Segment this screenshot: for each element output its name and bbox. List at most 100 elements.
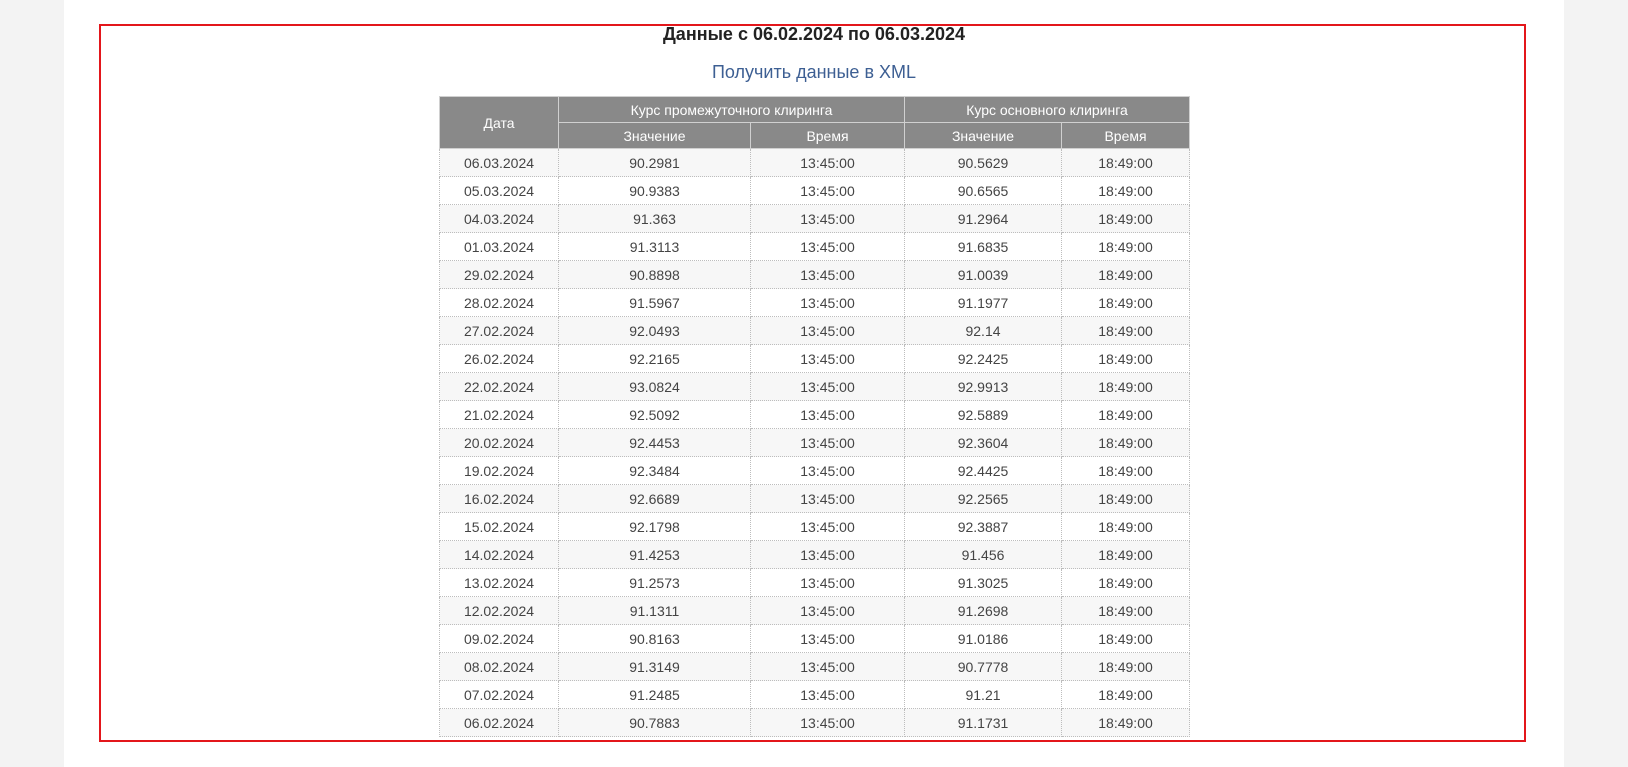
cell-main-value: 91.6835: [904, 232, 1063, 261]
cell-main-time: 18:49:00: [1061, 316, 1191, 345]
cell-main-value: 91.1731: [904, 708, 1063, 737]
cell-date: 08.02.2024: [439, 652, 559, 681]
cell-main-time: 18:49:00: [1061, 428, 1191, 457]
cell-main-value: 91.3025: [904, 568, 1063, 597]
cell-intermediate-time: 13:45:00: [749, 288, 906, 317]
page-title: Данные с 06.02.2024 по 06.03.2024: [662, 24, 966, 44]
cell-intermediate-time: 13:45:00: [749, 204, 906, 233]
cell-intermediate-value: 91.5967: [558, 288, 751, 317]
cell-intermediate-value: 92.2165: [558, 344, 751, 373]
cell-main-value: 91.456: [904, 540, 1063, 569]
cell-date: 21.02.2024: [439, 400, 559, 429]
cell-main-value: 91.0186: [904, 624, 1063, 653]
cell-date: 05.03.2024: [439, 176, 559, 205]
cell-date: 12.02.2024: [439, 596, 559, 625]
cell-main-value: 92.4425: [904, 456, 1063, 485]
cell-intermediate-value: 91.363: [558, 204, 751, 233]
cell-main-value: 92.14: [904, 316, 1063, 345]
cell-date: 29.02.2024: [439, 260, 559, 289]
cell-date: 28.02.2024: [439, 288, 559, 317]
cell-main-time: 18:49:00: [1061, 540, 1191, 569]
cell-intermediate-value: 92.6689: [558, 484, 751, 513]
cell-intermediate-value: 92.0493: [558, 316, 751, 345]
cell-main-value: 91.1977: [904, 288, 1063, 317]
cell-intermediate-time: 13:45:00: [749, 652, 906, 681]
cell-main-value: 90.7778: [904, 652, 1063, 681]
cell-date: 06.03.2024: [439, 148, 559, 177]
table-row: 07.02.2024 91.2485 13:45:00 91.21 18:49:00: [439, 680, 1191, 709]
cell-date: 09.02.2024: [439, 624, 559, 653]
cell-intermediate-value: 93.0824: [558, 372, 751, 401]
table-row: 06.03.2024 90.2981 13:45:00 90.5629 18:49:00: [439, 148, 1191, 177]
cell-intermediate-time: 13:45:00: [749, 456, 906, 485]
cell-main-time: 18:49:00: [1061, 232, 1191, 261]
cell-intermediate-value: 92.5092: [558, 400, 751, 429]
cell-main-value: 91.2964: [904, 204, 1063, 233]
cell-intermediate-time: 13:45:00: [749, 372, 906, 401]
table-row: 15.02.2024 92.1798 13:45:00 92.3887 18:49:00: [439, 512, 1191, 541]
table-row: 19.02.2024 92.3484 13:45:00 92.4425 18:49:00: [439, 456, 1191, 485]
cell-date: 19.02.2024: [439, 456, 559, 485]
cell-main-time: 18:49:00: [1061, 456, 1191, 485]
cell-main-value: 90.5629: [904, 148, 1063, 177]
cell-intermediate-value: 92.1798: [558, 512, 751, 541]
table-header: Дата Курс промежуточного клиринга Курс о…: [439, 96, 1191, 149]
table-row: 14.02.2024 91.4253 13:45:00 91.456 18:49:00: [439, 540, 1191, 569]
table-row: 06.02.2024 90.7883 13:45:00 91.1731 18:49:00: [439, 708, 1191, 737]
cell-date: 01.03.2024: [439, 232, 559, 261]
header-intermediate-value: Значение: [558, 122, 751, 149]
table-row: 21.02.2024 92.5092 13:45:00 92.5889 18:49:00: [439, 400, 1191, 429]
cell-main-time: 18:49:00: [1061, 148, 1191, 177]
cell-intermediate-value: 91.2573: [558, 568, 751, 597]
clearing-rates-table: Дата Курс промежуточного клиринга Курс о…: [439, 96, 1191, 737]
cell-main-time: 18:49:00: [1061, 624, 1191, 653]
cell-date: 04.03.2024: [439, 204, 559, 233]
cell-intermediate-time: 13:45:00: [749, 316, 906, 345]
cell-main-value: 91.0039: [904, 260, 1063, 289]
cell-main-value: 92.5889: [904, 400, 1063, 429]
cell-main-time: 18:49:00: [1061, 568, 1191, 597]
cell-main-time: 18:49:00: [1061, 484, 1191, 513]
cell-main-time: 18:49:00: [1061, 204, 1191, 233]
table-row: 05.03.2024 90.9383 13:45:00 90.6565 18:49:00: [439, 176, 1191, 205]
cell-main-value: 90.6565: [904, 176, 1063, 205]
cell-intermediate-value: 90.8898: [558, 260, 751, 289]
header-main-time: Время: [1061, 122, 1191, 149]
cell-main-time: 18:49:00: [1061, 708, 1191, 737]
table-row: 08.02.2024 91.3149 13:45:00 90.7778 18:49:00: [439, 652, 1191, 681]
header-intermediate-clearing: Курс промежуточного клиринга: [557, 96, 906, 123]
cell-intermediate-value: 90.9383: [558, 176, 751, 205]
cell-main-time: 18:49:00: [1061, 372, 1191, 401]
cell-main-value: 92.3887: [904, 512, 1063, 541]
cell-date: 07.02.2024: [439, 680, 559, 709]
cell-intermediate-time: 13:45:00: [749, 400, 906, 429]
cell-intermediate-time: 13:45:00: [749, 568, 906, 597]
cell-main-time: 18:49:00: [1061, 400, 1191, 429]
cell-main-time: 18:49:00: [1061, 344, 1191, 373]
cell-date: 14.02.2024: [439, 540, 559, 569]
cell-date: 13.02.2024: [439, 568, 559, 597]
cell-intermediate-value: 91.1311: [558, 596, 751, 625]
xml-download-link[interactable]: Получить данные в XML: [711, 62, 917, 82]
cell-intermediate-time: 13:45:00: [749, 260, 906, 289]
cell-date: 27.02.2024: [439, 316, 559, 345]
cell-intermediate-value: 91.4253: [558, 540, 751, 569]
cell-intermediate-value: 90.2981: [558, 148, 751, 177]
table-row: 22.02.2024 93.0824 13:45:00 92.9913 18:49:00: [439, 372, 1191, 401]
table-row: 27.02.2024 92.0493 13:45:00 92.14 18:49:00: [439, 316, 1191, 345]
cell-main-value: 92.2425: [904, 344, 1063, 373]
table-row: 01.03.2024 91.3113 13:45:00 91.6835 18:49:00: [439, 232, 1191, 261]
cell-intermediate-time: 13:45:00: [749, 176, 906, 205]
xml-download-link-row: Получить данные в XML: [0, 62, 1628, 83]
cell-main-time: 18:49:00: [1061, 512, 1191, 541]
table-row: 28.02.2024 91.5967 13:45:00 91.1977 18:49:00: [439, 288, 1191, 317]
table-row: 09.02.2024 90.8163 13:45:00 91.0186 18:49:00: [439, 624, 1191, 653]
cell-intermediate-time: 13:45:00: [749, 540, 906, 569]
cell-main-value: 92.3604: [904, 428, 1063, 457]
cell-intermediate-value: 91.3149: [558, 652, 751, 681]
cell-date: 20.02.2024: [439, 428, 559, 457]
cell-date: 26.02.2024: [439, 344, 559, 373]
table-row: 04.03.2024 91.363 13:45:00 91.2964 18:49:00: [439, 204, 1191, 233]
header-date: Дата: [439, 96, 559, 149]
cell-intermediate-time: 13:45:00: [749, 512, 906, 541]
